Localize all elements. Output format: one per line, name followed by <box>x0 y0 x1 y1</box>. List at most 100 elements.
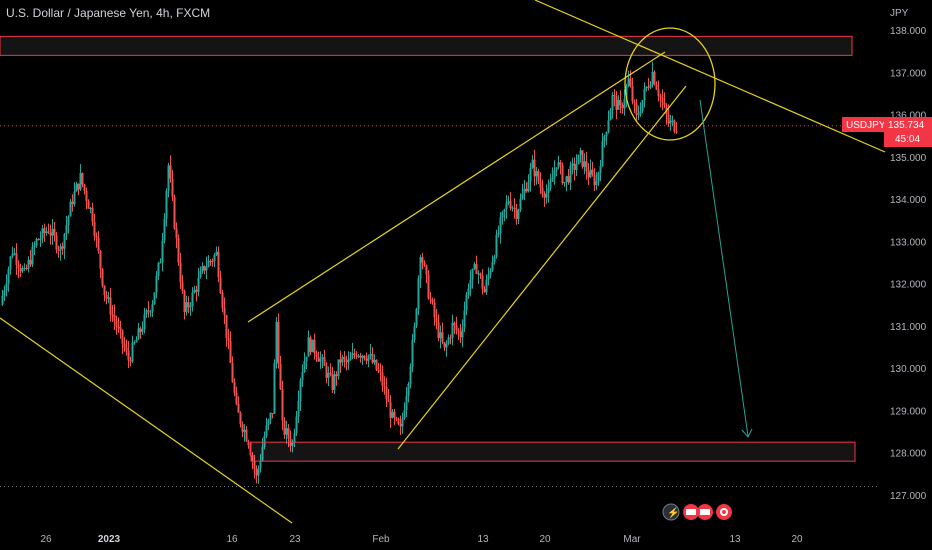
candle-body <box>209 260 212 262</box>
support-zone[interactable] <box>250 441 856 462</box>
lower-channel-line[interactable] <box>0 317 293 524</box>
candle-body <box>9 256 12 270</box>
candle-body <box>127 350 130 361</box>
candle-body <box>539 181 542 188</box>
candle-body <box>639 111 642 115</box>
candle-body <box>123 343 126 348</box>
lower-wedge-line[interactable] <box>397 85 687 450</box>
price-badge: USDJPY 135.734 45:04 <box>842 117 932 147</box>
candle-body <box>383 385 386 388</box>
x-tick-label: 20 <box>791 534 803 545</box>
candle-body <box>177 238 180 263</box>
candle-body <box>391 411 394 418</box>
candle-body <box>633 101 636 104</box>
candle-body <box>613 94 616 97</box>
candle-body <box>89 207 92 209</box>
candle-body <box>509 201 512 209</box>
candle-body <box>305 356 308 362</box>
descending-resistance-line[interactable] <box>534 0 886 153</box>
target-arrow-head <box>741 428 753 438</box>
candle-body <box>329 372 332 374</box>
candle-body <box>221 293 224 308</box>
candle-body <box>381 372 384 386</box>
candle-body <box>431 299 434 303</box>
candle-body <box>49 232 52 236</box>
candle-body <box>155 275 158 293</box>
candle-body <box>573 163 576 170</box>
candle-body <box>425 265 428 275</box>
event-icons[interactable]: ⚡ <box>662 503 732 521</box>
candle-body <box>541 187 544 194</box>
x-tick-label: 2023 <box>98 534 121 545</box>
candle-body <box>131 342 134 362</box>
candle-body <box>137 328 140 340</box>
chart-title: U.S. Dollar / Japanese Yen, 4h, FXCM <box>6 6 211 20</box>
candle-body <box>53 228 56 236</box>
candle-body <box>673 120 676 132</box>
candle-body <box>247 441 250 446</box>
resistance-zone[interactable] <box>0 35 853 56</box>
y-tick-label: 135.000 <box>890 153 927 164</box>
candle-body <box>193 289 196 293</box>
candle-body <box>447 337 450 344</box>
y-tick-label: 137.000 <box>890 68 927 79</box>
candle-body <box>307 337 310 357</box>
candle-body <box>419 257 422 279</box>
highlight-circle[interactable] <box>624 27 716 141</box>
candle-body <box>349 358 352 361</box>
candle-body <box>415 308 418 327</box>
candle-body <box>105 294 108 299</box>
candle-body <box>91 207 94 222</box>
candle-body <box>313 339 316 354</box>
candle-body <box>201 265 204 272</box>
candle-body <box>481 275 484 289</box>
candle-body <box>153 292 156 305</box>
candle-body <box>385 387 388 400</box>
drawings-layer <box>0 0 886 524</box>
candle-body <box>17 264 20 269</box>
candle-body <box>489 270 492 275</box>
candle-body <box>73 191 76 205</box>
candle-body <box>311 339 314 353</box>
upper-wedge-line[interactable] <box>247 51 666 323</box>
candle-body <box>245 429 248 442</box>
candle-body <box>507 201 510 203</box>
candle-body <box>457 330 460 332</box>
candle-body <box>529 168 532 182</box>
candle-body <box>545 193 548 198</box>
candle-body <box>75 183 78 192</box>
candle-body <box>257 468 260 476</box>
badge-symbol: USDJPY <box>846 120 886 131</box>
x-tick-label: Feb <box>372 534 390 545</box>
candle-body <box>171 178 174 197</box>
candle-body <box>473 263 476 269</box>
candle-body <box>341 356 344 363</box>
candle-body <box>675 131 678 133</box>
candle-body <box>621 105 624 109</box>
candle-body <box>15 253 18 265</box>
candle-body <box>51 228 54 236</box>
target-arrow[interactable] <box>699 99 749 437</box>
candle-body <box>653 71 656 85</box>
candle-body <box>453 322 456 326</box>
candle-body <box>487 274 490 280</box>
candle-body <box>317 356 320 362</box>
candle-body <box>357 355 360 357</box>
candle-body <box>517 210 520 220</box>
candle-body <box>551 177 554 182</box>
candle-body <box>455 325 458 331</box>
candle-body <box>671 120 674 122</box>
candle-body <box>33 245 36 247</box>
candle-body <box>185 302 188 312</box>
candle-body <box>55 235 58 250</box>
candle-body <box>157 262 160 276</box>
candle-body <box>237 403 240 413</box>
candle-body <box>95 235 98 238</box>
candle-body <box>501 211 504 218</box>
candle-body <box>353 353 356 355</box>
candle-body <box>365 358 368 361</box>
candles-layer <box>1 61 678 484</box>
candle-body <box>191 292 194 307</box>
badge-price: 135.734 <box>888 120 925 131</box>
